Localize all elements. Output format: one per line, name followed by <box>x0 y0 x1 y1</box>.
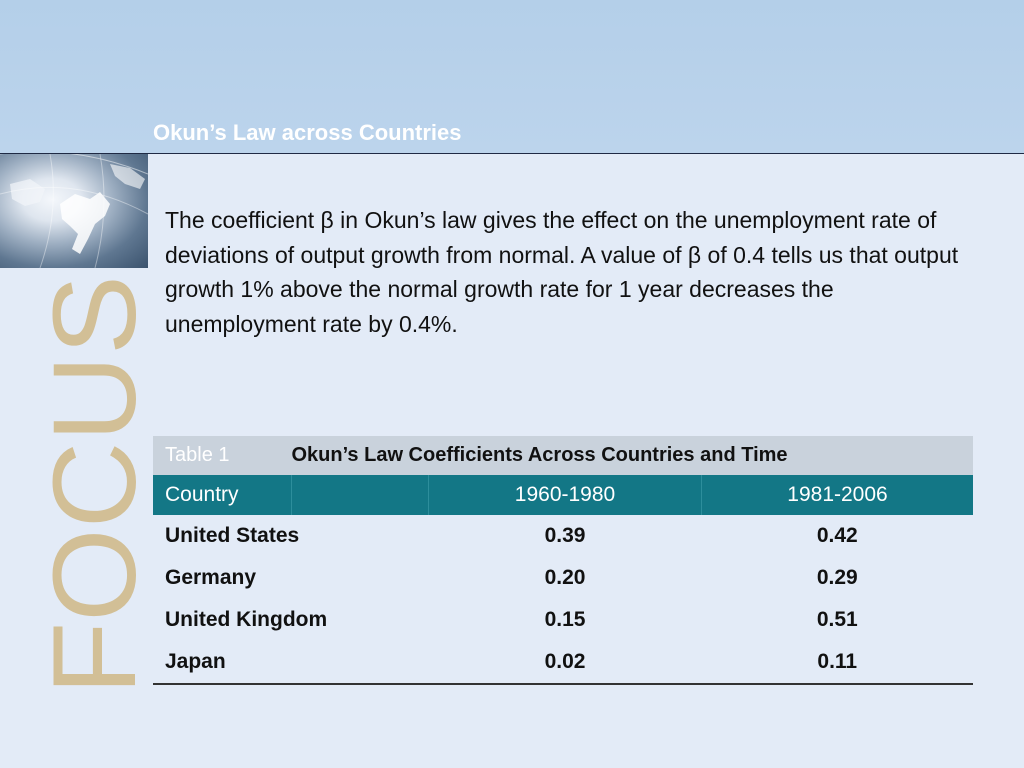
row-value-1981-2006: 0.11 <box>701 641 973 685</box>
okun-coefficients-table: Table 1 Okun’s Law Coefficients Across C… <box>153 436 973 685</box>
column-header-country: Country <box>153 475 292 515</box>
globe-image <box>0 154 148 268</box>
row-value-1981-2006: 0.29 <box>816 566 858 589</box>
row-value-1981-2006: 0.42 <box>816 524 858 547</box>
slide-header: Okun’s Law across Countries <box>0 0 1024 154</box>
row-value-1960-1980: 0.02 <box>428 641 702 685</box>
row-country: United States <box>165 524 300 547</box>
body-paragraph: The coefficient β in Okun’s law gives th… <box>165 203 965 341</box>
slide-title: Okun’s Law across Countries <box>153 120 462 145</box>
row-country: United Kingdom <box>165 608 328 631</box>
row-value-1960-1980: 0.15 <box>544 608 586 631</box>
table-row: Germany 0.20 0.29 <box>153 557 973 599</box>
row-country: Japan <box>153 641 429 685</box>
focus-sidebar-text: FOCUS <box>29 270 161 700</box>
column-header-period-2: 1981-2006 <box>701 475 973 515</box>
row-value-1960-1980: 0.39 <box>544 524 586 547</box>
table-label: Table 1 <box>153 436 292 475</box>
column-header-blank <box>291 475 429 515</box>
table-row: Japan 0.02 0.11 <box>153 641 973 685</box>
table-row: United Kingdom 0.15 0.51 <box>153 599 973 641</box>
row-country: Germany <box>165 566 257 589</box>
table-header-row: Country 1960-1980 1981-2006 <box>153 475 973 515</box>
row-value-1981-2006: 0.51 <box>816 608 858 631</box>
focus-label: FOCUS <box>35 275 145 695</box>
table-caption-row: Table 1 Okun’s Law Coefficients Across C… <box>153 436 973 475</box>
column-header-period-1: 1960-1980 <box>428 475 702 515</box>
paragraph-text: The coefficient β in Okun’s law gives th… <box>165 207 959 337</box>
row-value-1960-1980: 0.20 <box>544 566 586 589</box>
table-title: Okun’s Law Coefficients Across Countries… <box>291 436 973 475</box>
table-row: United States 0.39 0.42 <box>153 515 973 557</box>
